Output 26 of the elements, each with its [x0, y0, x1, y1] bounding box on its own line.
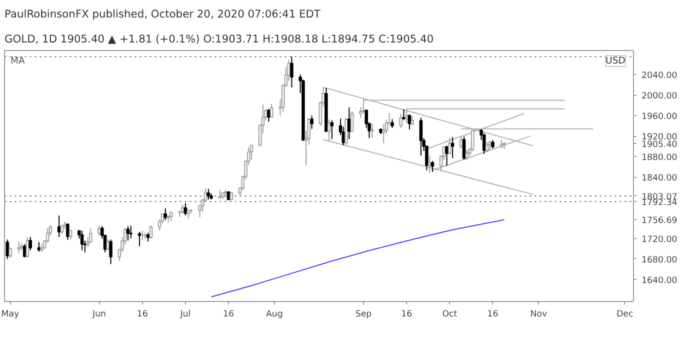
y-tick-label: 2040.00: [642, 71, 678, 82]
y-tick-label: 1640.00: [642, 276, 678, 286]
x-tick-label: 16: [223, 310, 234, 320]
annotation: USD: [606, 56, 626, 66]
x-tick-label: Oct: [442, 310, 458, 320]
x-tick-label: 16: [401, 310, 412, 320]
x-tick-label: Jun: [92, 310, 106, 320]
x-tick-label: Dec: [616, 310, 634, 320]
x-tick-label: Aug: [266, 310, 283, 320]
x-tick-label: May: [1, 310, 20, 320]
annotation: MA: [10, 56, 26, 66]
y-tick-label: 1756.69: [642, 216, 678, 226]
y-tick-label: 1880.00: [642, 153, 678, 164]
y-tick-label: 1720.00: [642, 234, 678, 245]
y-tick-label: 1905.40: [642, 140, 678, 150]
y-tick-label: 1680.00: [642, 255, 678, 266]
y-tick-label: 1960.00: [642, 112, 678, 122]
chart-title: PaulRobinsonFX published, October 20, 2020 07:06:41 EDT: [4, 8, 321, 20]
y-tick-label: 2000.00: [642, 92, 678, 102]
y-tick-label: 1840.00: [642, 174, 678, 184]
x-tick-label: 16: [487, 310, 498, 320]
x-tick-label: 16: [136, 310, 148, 320]
x-tick-label: Nov: [530, 310, 548, 320]
chart-subtitle: GOLD, 1D 1905.40 ▲ +1.81 (+0.1%) O:1903.71 H:1908.18 L:1894.75 C:1905.40: [4, 32, 434, 46]
x-tick-label: Jul: [179, 310, 191, 320]
x-tick-label: Sep: [355, 310, 372, 320]
